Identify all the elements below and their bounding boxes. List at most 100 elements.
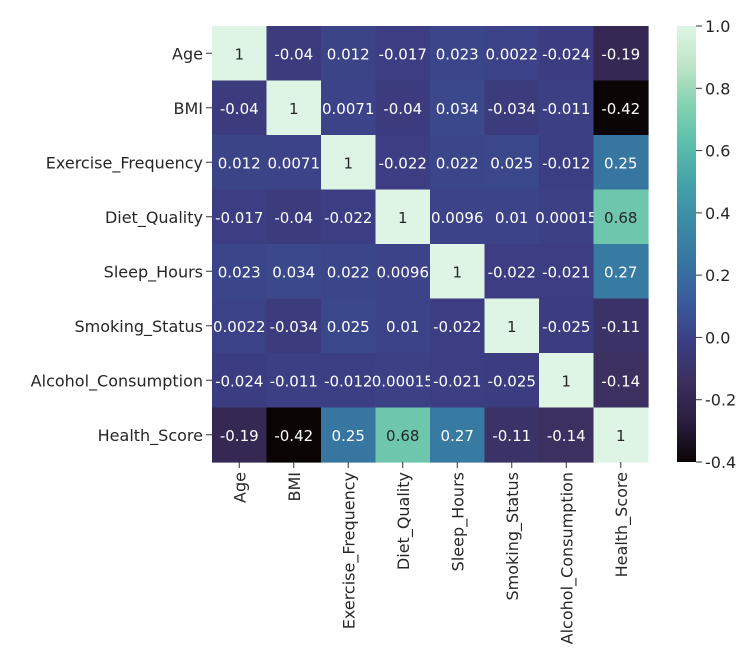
x-tick-label: Age — [230, 472, 249, 503]
y-tick-label: Age — [172, 44, 203, 63]
cell-value-label: -0.42 — [601, 100, 640, 118]
heatmap-cell — [375, 80, 431, 136]
cell-value-label: 1 — [452, 263, 462, 281]
x-tick-label: Diet_Quality — [394, 472, 414, 570]
colorbar-tick-label: 1.0 — [705, 17, 730, 36]
cell-value-label: -0.022 — [433, 318, 481, 336]
x-tick-label: Health_Score — [612, 472, 632, 577]
y-axis-tick-labels: Age BMI Exercise_Frequency Diet_Quality Slee… — [31, 44, 212, 446]
cell-value-label: -0.011 — [542, 100, 590, 118]
cell-value-label: -0.034 — [270, 318, 318, 336]
cell-value-label: -0.42 — [274, 427, 313, 445]
heatmap-cell — [539, 244, 595, 300]
cell-value-label: -0.025 — [488, 372, 536, 390]
cell-value-label: -0.012 — [542, 154, 590, 172]
heatmap-cell — [539, 135, 595, 191]
heatmap-cell — [430, 135, 486, 191]
cell-value-label: 0.012 — [218, 154, 261, 172]
cell-value-label: -0.021 — [542, 263, 590, 281]
cell-value-label: -0.04 — [220, 100, 259, 118]
heatmap-cell — [375, 189, 431, 245]
cell-value-label: -0.022 — [324, 209, 372, 227]
heatmap-cell — [484, 80, 540, 136]
cell-value-label: -0.012 — [324, 372, 372, 390]
cell-value-label: -0.04 — [274, 45, 313, 63]
heatmap-cell — [321, 244, 377, 300]
cell-value-label: 0.68 — [604, 209, 637, 227]
colorbar-ticks: 1.0 0.8 0.6 0.4 0.2 0.0 -0.2 -0.4 — [696, 17, 736, 472]
cell-value-label: 0.00015 — [535, 209, 597, 227]
colorbar-tick-label: 0.4 — [705, 204, 730, 223]
heatmap-cell — [375, 353, 431, 409]
cell-value-label: -0.14 — [601, 372, 640, 390]
heatmap-cell — [266, 26, 322, 82]
heatmap-cell — [375, 298, 431, 354]
heatmap-cell — [212, 353, 268, 409]
x-tick-label: BMI — [285, 472, 304, 502]
cell-value-label: -0.14 — [547, 427, 586, 445]
cell-value-label: 0.0096 — [377, 263, 430, 281]
x-axis-tick-labels: Age BMI Exercise_Frequency Diet_Quality Slee… — [230, 462, 632, 644]
heatmap-cell — [266, 135, 322, 191]
heatmap-cell — [593, 189, 649, 245]
cell-value-label: 0.01 — [386, 318, 419, 336]
y-tick-label: Health_Score — [98, 426, 203, 446]
heatmap-cell — [593, 80, 649, 136]
heatmap-cell — [593, 135, 649, 191]
heatmap-cell — [539, 80, 595, 136]
colorbar-tick-label: 0.0 — [705, 328, 730, 347]
colorbar-tick-label: -0.4 — [705, 453, 736, 472]
cell-value-label: -0.022 — [379, 154, 427, 172]
heatmap-cell — [321, 407, 377, 463]
heatmap-cell — [266, 407, 322, 463]
cell-value-label: -0.024 — [542, 45, 590, 63]
cell-value-label: 0.025 — [490, 154, 533, 172]
heatmap-cell — [539, 189, 595, 245]
heatmap-cell — [375, 407, 431, 463]
heatmap-cell — [430, 353, 486, 409]
cell-value-label: 0.023 — [436, 45, 479, 63]
heatmap-cell — [430, 26, 486, 82]
y-tick-label: Diet_Quality — [105, 208, 203, 228]
colorbar-tick-label: 0.6 — [705, 142, 730, 161]
heatmap-cell — [266, 80, 322, 136]
cell-value-label: -0.19 — [601, 45, 640, 63]
heatmap-cell — [539, 407, 595, 463]
heatmap-cell — [430, 298, 486, 354]
x-tick-label: Exercise_Frequency — [339, 472, 359, 629]
cell-value-label: 0.68 — [386, 427, 419, 445]
heatmap-cell — [484, 135, 540, 191]
heatmap-cell — [430, 244, 486, 300]
cell-value-label: -0.017 — [379, 45, 427, 63]
cell-value-label: 1 — [343, 154, 353, 172]
heatmap-cell — [593, 407, 649, 463]
cell-value-label: 0.034 — [272, 263, 315, 281]
cell-value-label: 1 — [561, 372, 571, 390]
cell-value-label: 0.022 — [327, 263, 370, 281]
heatmap-cell — [321, 353, 377, 409]
heatmap-cell — [212, 189, 268, 245]
heatmap-cell — [212, 407, 268, 463]
y-tick-label: Sleep_Hours — [104, 262, 203, 282]
cell-value-label: 0.27 — [441, 427, 474, 445]
cell-value-label: -0.011 — [270, 372, 318, 390]
heatmap-cell — [484, 298, 540, 354]
heatmap-cell — [212, 135, 268, 191]
heatmap-cell — [212, 80, 268, 136]
heatmap-cell — [321, 189, 377, 245]
y-tick-label: Exercise_Frequency — [46, 153, 203, 173]
cell-value-label: 1 — [289, 100, 299, 118]
heatmap-cell — [375, 135, 431, 191]
heatmap-cell — [321, 80, 377, 136]
colorbar-tick-label: 0.8 — [705, 79, 730, 98]
cell-value-label: -0.022 — [488, 263, 536, 281]
heatmap-cell — [539, 26, 595, 82]
y-tick-label: Smoking_Status — [74, 317, 203, 337]
y-tick-label: Alcohol_Consumption — [31, 371, 203, 391]
cell-value-label: -0.034 — [488, 100, 536, 118]
cell-value-label: 0.0022 — [213, 318, 266, 336]
cell-value-label: -0.024 — [215, 372, 263, 390]
heatmap-cells: 1 -0.04 0.012 -0.017 0.023 0.0022 -0.024 -0.19-… — [212, 26, 649, 463]
